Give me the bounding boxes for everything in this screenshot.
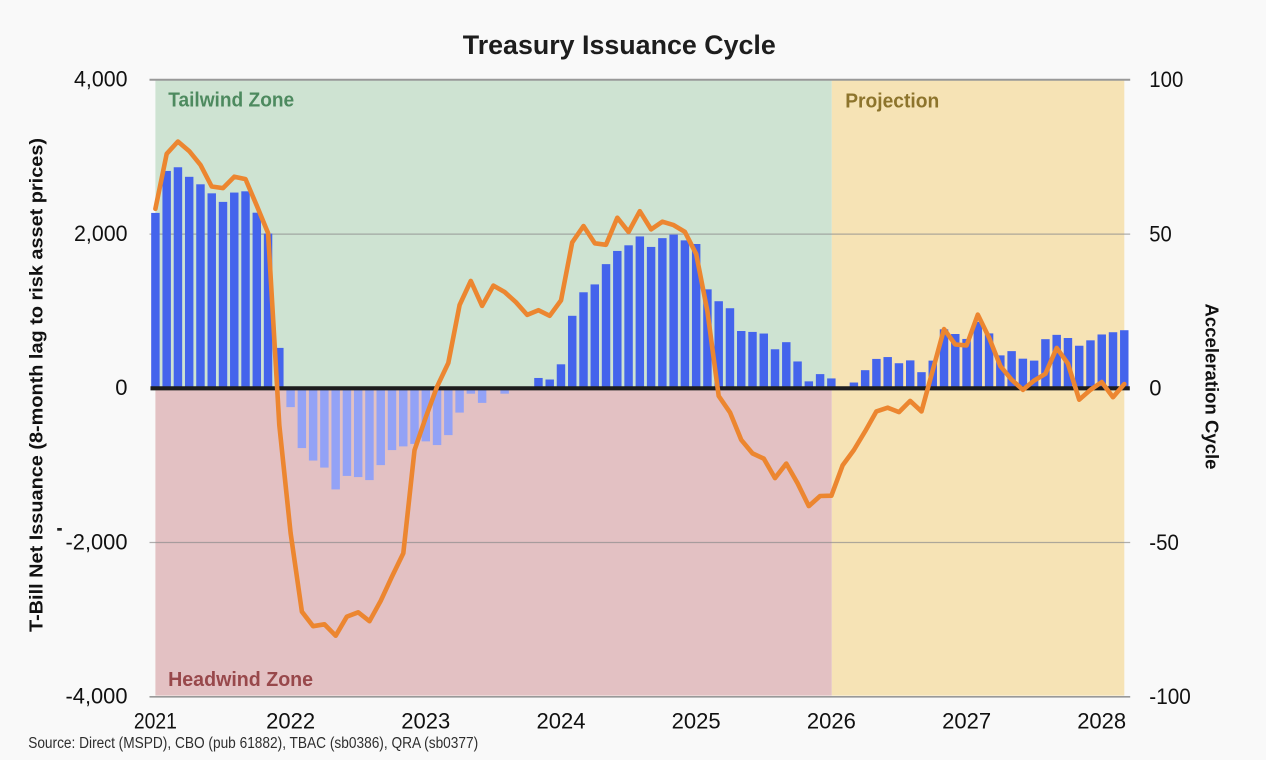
svg-text:50: 50 [1149, 222, 1172, 247]
svg-text:0: 0 [115, 375, 127, 400]
svg-text:2028: 2028 [1077, 709, 1126, 734]
svg-text:2023: 2023 [401, 709, 450, 734]
svg-text:2021: 2021 [134, 709, 177, 734]
svg-text:-50: -50 [1149, 530, 1179, 555]
svg-text:T-Bill Net Issuance (8-month l: T-Bill Net Issuance (8-month lag to risk… [26, 138, 46, 632]
svg-text:Tailwind Zone: Tailwind Zone [168, 90, 294, 112]
svg-text:4,000: 4,000 [74, 67, 128, 92]
svg-text:100: 100 [1149, 67, 1183, 92]
svg-text:2025: 2025 [672, 709, 721, 734]
svg-text:Projection: Projection [845, 90, 939, 112]
svg-text:0: 0 [1149, 376, 1161, 401]
svg-text:2026: 2026 [807, 709, 856, 734]
svg-text:-100: -100 [1149, 684, 1191, 709]
svg-text:Source: Direct (MSPD), CBO (pu: Source: Direct (MSPD), CBO (pub 61882), … [28, 735, 478, 752]
svg-text:Headwind Zone: Headwind Zone [168, 669, 313, 691]
svg-text:2027: 2027 [942, 709, 991, 734]
svg-text:-4,000: -4,000 [66, 684, 128, 709]
svg-text:2022: 2022 [266, 709, 315, 734]
svg-text:2024: 2024 [537, 709, 586, 734]
svg-text:-2,000: -2,000 [66, 529, 128, 554]
svg-text:Treasury Issuance Cycle: Treasury Issuance Cycle [463, 30, 776, 60]
svg-text:Acceleration Cycle: Acceleration Cycle [1201, 304, 1221, 470]
svg-text:2,000: 2,000 [74, 221, 128, 246]
